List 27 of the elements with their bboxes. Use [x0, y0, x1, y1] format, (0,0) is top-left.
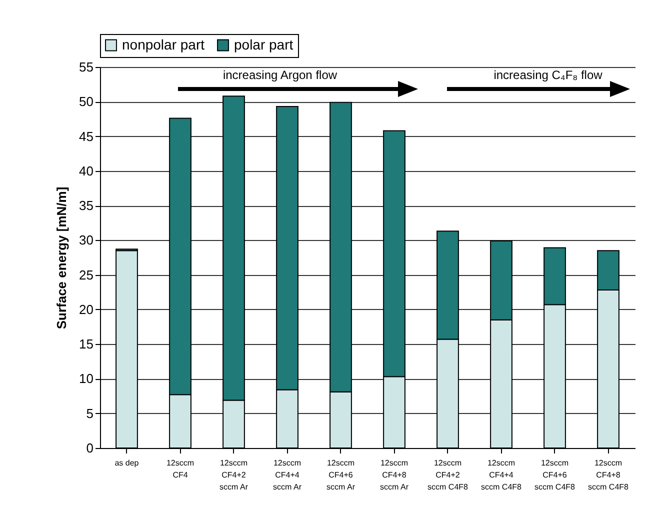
y-tick-label: 45 — [79, 128, 94, 144]
y-tick-label: 35 — [79, 198, 94, 214]
y-tick-label: 5 — [86, 406, 94, 421]
x-tick-label: 12sccm CF4+6 sccm C4F8 — [534, 458, 576, 492]
y-tick-label: 40 — [79, 163, 94, 178]
y-tick-label: 55 — [79, 60, 94, 74]
y-axis-title: Surface energy [mN/m] — [54, 186, 70, 330]
y-tick-label: 15 — [79, 336, 94, 352]
x-tick-label: 12sccm CF4+4 sccm C4F8 — [481, 458, 522, 492]
x-tick-label: 12sccm CF4+2 sccm Ar — [220, 458, 248, 492]
y-tick-label: 50 — [79, 94, 94, 110]
legend-label: polar part — [234, 36, 294, 52]
x-tick-label: 12sccm CF4+6 sccm Ar — [326, 458, 356, 492]
x-tick-label: 12sccm CF4+8 sccm C4F8 — [588, 458, 630, 492]
x-tick-label: 12sccm CF4+4 sccm Ar — [273, 458, 302, 492]
y-tick-label: 20 — [79, 302, 94, 317]
x-tick-label: 12sccm CF4+8 sccm Ar — [380, 458, 409, 492]
x-tick-label: as dep — [114, 458, 140, 468]
y-tick-label: 10 — [79, 371, 94, 386]
legend-label: nonpolar part — [122, 36, 205, 52]
y-tick-label: 30 — [79, 232, 94, 248]
y-tick-label: 25 — [79, 267, 94, 282]
y-tick-label: 0 — [86, 440, 94, 456]
annotation: increasing C₄F₈ flow — [494, 68, 603, 82]
x-tick-label: 12sccm CF4+2 sccm C4F8 — [428, 458, 469, 492]
annotation: increasing Argon flow — [222, 68, 338, 82]
x-tick-label: 12sccm CF4 — [166, 458, 194, 480]
